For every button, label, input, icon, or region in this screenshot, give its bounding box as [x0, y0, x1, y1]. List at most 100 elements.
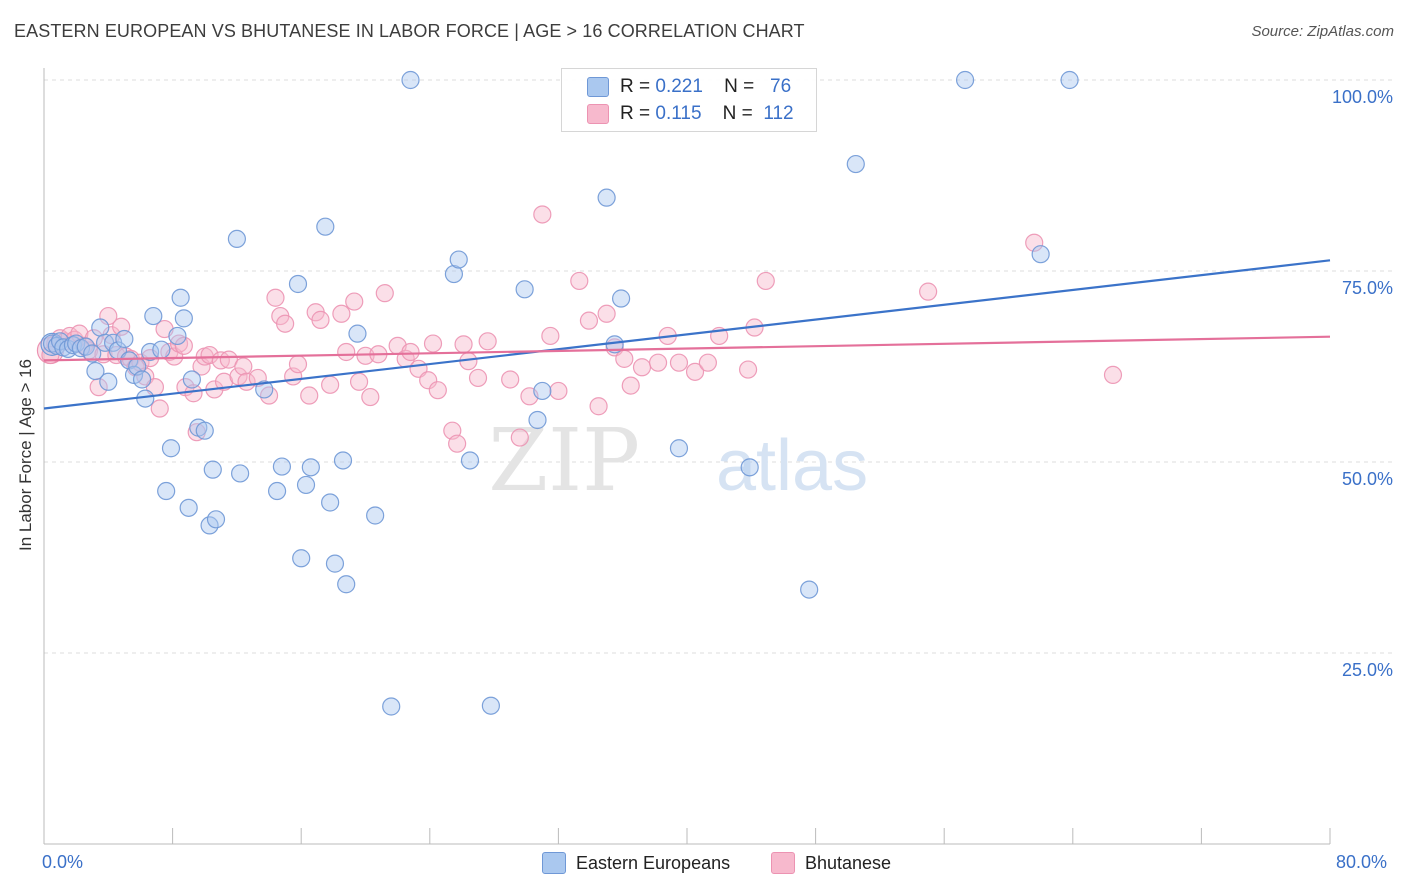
grid-lines — [44, 79, 1392, 654]
data-point — [267, 481, 287, 501]
y-tick-label-75: 75.0% — [1341, 278, 1393, 298]
y-tick-label-25: 25.0% — [1341, 660, 1393, 680]
data-point — [195, 421, 214, 440]
data-point — [99, 372, 118, 391]
data-point — [460, 451, 480, 470]
data-point — [311, 310, 330, 329]
source-credit: Source: ZipAtlas.com — [1251, 23, 1394, 40]
legend-n-value: 112 — [763, 103, 794, 124]
stats-legend: R = 0.221 N = 76 R = 0.115 N = 112 — [561, 68, 817, 132]
legend-n-label: N = — [722, 103, 753, 124]
data-point — [169, 334, 189, 353]
data-point — [382, 697, 401, 716]
data-point — [168, 326, 187, 346]
data-point — [332, 304, 351, 323]
legend-label: Bhutanese — [805, 852, 892, 873]
data-point — [549, 381, 568, 401]
data-point — [179, 498, 198, 517]
legend-swatch-blue — [587, 77, 609, 97]
data-point — [528, 410, 547, 430]
data-point — [219, 350, 238, 369]
legend-r-label: R = — [620, 76, 651, 97]
axes — [43, 68, 1331, 845]
data-point — [570, 271, 589, 291]
data-point — [698, 353, 717, 372]
data-point — [292, 549, 311, 568]
data-point — [248, 368, 267, 388]
data-point — [144, 306, 163, 326]
data-point — [533, 205, 552, 224]
legend-n-label: N = — [724, 76, 755, 97]
data-point — [648, 353, 668, 372]
data-point — [231, 464, 250, 483]
data-point — [423, 334, 443, 353]
data-point — [140, 342, 160, 362]
data-point — [255, 380, 274, 399]
data-point — [266, 288, 285, 307]
data-point — [86, 361, 105, 381]
data-point — [91, 318, 110, 337]
data-point — [157, 481, 176, 501]
data-point — [669, 439, 689, 458]
data-point — [200, 345, 219, 365]
data-point — [171, 288, 190, 307]
data-point — [276, 314, 295, 333]
chart-title: EASTERN EUROPEAN VS BHUTANESE IN LABOR F… — [14, 21, 805, 41]
eastern-european-points — [40, 70, 1079, 716]
data-point — [83, 344, 102, 363]
data-point — [541, 326, 560, 346]
legend-r-value: 0.221 — [655, 76, 703, 97]
data-point — [510, 428, 529, 447]
data-point — [321, 493, 340, 512]
data-point — [428, 381, 447, 400]
legend-r-value: 0.115 — [655, 103, 702, 124]
data-point — [589, 397, 608, 416]
bhutanese-trend-line — [43, 335, 1331, 362]
data-point — [481, 696, 500, 715]
data-point — [182, 370, 201, 389]
legend-item-bhutanese[interactable]: Bhutanese — [771, 852, 891, 874]
data-point — [206, 510, 226, 529]
data-point — [919, 282, 938, 301]
legend-swatch-pink — [771, 852, 795, 874]
data-point — [1031, 245, 1050, 264]
data-point — [349, 372, 369, 391]
data-point — [227, 229, 246, 249]
y-tick-label-50: 50.0% — [1341, 469, 1393, 489]
data-point — [361, 387, 380, 407]
data-point — [76, 337, 95, 356]
data-point — [444, 264, 464, 284]
data-point — [1103, 365, 1123, 385]
data-point — [740, 458, 759, 477]
data-point — [348, 324, 367, 343]
data-point — [800, 580, 819, 599]
data-point — [621, 376, 640, 395]
data-point — [756, 271, 775, 291]
data-point — [366, 506, 385, 525]
data-point — [468, 368, 488, 388]
y-axis-label: In Labor Force | Age > 16 — [16, 358, 35, 551]
legend-item-eastern-europeans[interactable]: Eastern Europeans — [542, 852, 730, 874]
data-point — [632, 358, 652, 377]
data-point — [316, 217, 335, 236]
data-point — [174, 309, 193, 328]
data-point — [296, 475, 316, 495]
data-point — [272, 457, 292, 476]
legend-swatch-blue — [542, 852, 566, 874]
data-point — [955, 70, 975, 90]
data-point — [259, 386, 279, 405]
data-point — [1025, 233, 1044, 252]
data-point — [738, 360, 758, 379]
data-point — [115, 329, 134, 349]
data-point — [669, 353, 689, 372]
data-point — [454, 335, 473, 354]
data-point — [846, 154, 865, 174]
legend-n-value: 76 — [770, 76, 792, 97]
data-point — [288, 355, 308, 374]
watermark: ZIP atlas — [488, 411, 868, 511]
watermark-atlas: atlas — [716, 426, 868, 506]
data-point — [533, 381, 552, 401]
y-tick-label-100: 100.0% — [1331, 87, 1393, 107]
trend-lines — [43, 259, 1331, 410]
